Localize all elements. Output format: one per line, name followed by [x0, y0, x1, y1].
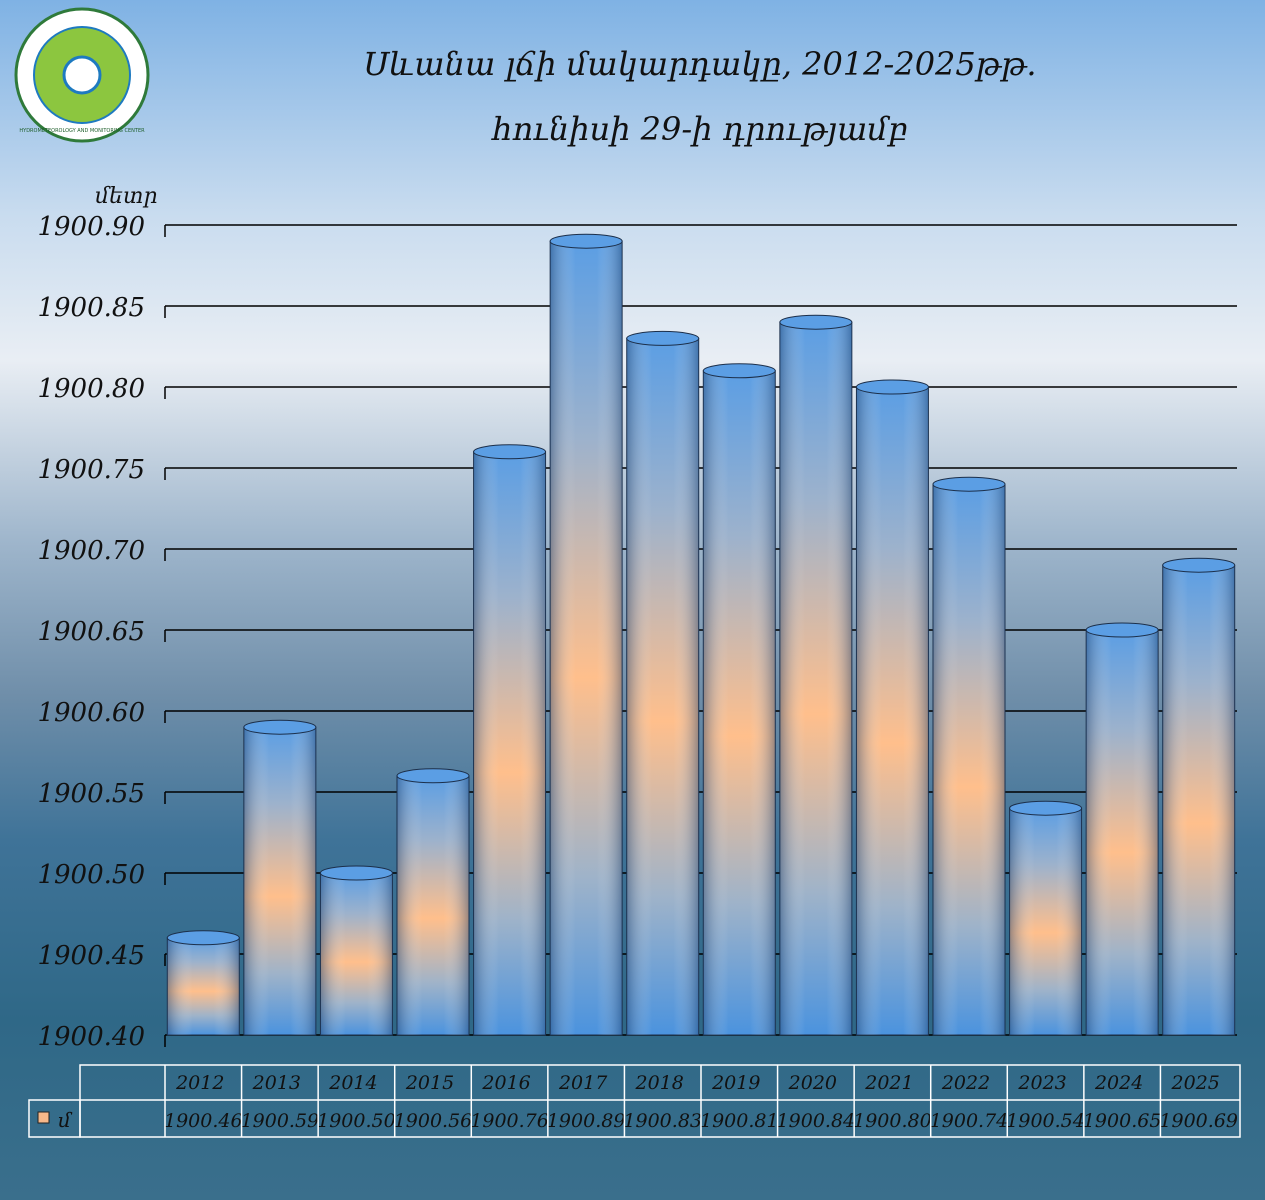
legend-swatch — [37, 1111, 50, 1124]
chart-subtitle: հունիսի 29-ի դրությամբ — [490, 110, 907, 148]
x-tick-label: 2020 — [788, 1072, 837, 1094]
x-tick-label: 2024 — [1094, 1072, 1143, 1094]
y-tick-label: 1900.50 — [37, 860, 145, 890]
x-tick-label: 2014 — [328, 1072, 377, 1094]
bar-top — [702, 363, 776, 379]
data-table-value: 1900.80 — [853, 1110, 932, 1132]
bar-top — [1162, 557, 1236, 573]
data-table-value: 1900.69 — [1159, 1110, 1238, 1132]
logo-center — [62, 55, 102, 95]
data-table-value: 1900.65 — [1083, 1110, 1162, 1132]
data-table-value: 1900.89 — [547, 1110, 626, 1132]
x-tick-label: 2017 — [558, 1072, 608, 1094]
x-tick-label: 2023 — [1017, 1072, 1066, 1094]
logo-text: HYDROMETEOROLOGY AND MONITORING CENTER — [19, 128, 145, 134]
bar-top — [932, 476, 1006, 492]
x-tick-label: 2013 — [252, 1072, 301, 1094]
y-axis-label: մետր — [95, 184, 158, 209]
x-tick-label: 2016 — [481, 1072, 530, 1094]
x-tick-label: 2012 — [175, 1072, 224, 1094]
bar-shade — [856, 387, 929, 1035]
bar-shade — [626, 338, 699, 1035]
x-tick-label: 2019 — [711, 1072, 760, 1094]
y-tick-label: 1900.55 — [37, 779, 145, 809]
bar-shade — [320, 873, 393, 1035]
bar-shade — [1086, 630, 1159, 1035]
data-table-value: 1900.81 — [700, 1110, 779, 1132]
bar-shade — [933, 484, 1005, 1035]
data-table-value: 1900.84 — [777, 1110, 856, 1132]
bar-shade — [550, 241, 623, 1035]
bar-top — [779, 314, 853, 330]
y-tick-label: 1900.60 — [37, 698, 145, 728]
y-tick-label: 1900.80 — [37, 374, 145, 404]
data-table-value: 1900.56 — [394, 1110, 473, 1132]
bar-top — [1085, 622, 1159, 638]
y-tick-label: 1900.70 — [37, 536, 145, 566]
y-tick-label: 1900.65 — [37, 617, 145, 647]
y-tick-label: 1900.75 — [37, 455, 145, 485]
x-tick-label: 2021 — [864, 1072, 913, 1094]
data-table-value: 1900.74 — [930, 1110, 1009, 1132]
logo: HYDROMETEOROLOGY AND MONITORING CENTER — [14, 7, 150, 143]
y-tick-label: 1900.90 — [37, 212, 145, 242]
table-legend-cell — [28, 1099, 81, 1138]
bar-top — [166, 930, 240, 946]
data-table-value: 1900.46 — [164, 1110, 243, 1132]
y-tick-label: 1900.45 — [37, 941, 145, 971]
bar-shade — [779, 322, 852, 1035]
chart-title: Սևանա լճի մակարդակը, 2012-2025թթ. — [363, 45, 1036, 83]
bar-shade — [703, 370, 776, 1035]
bar-top — [243, 719, 317, 735]
legend-label: մ — [58, 1108, 73, 1132]
bar-top — [626, 330, 700, 346]
bar-top — [549, 233, 623, 249]
data-table-value: 1900.76 — [470, 1110, 549, 1132]
bar-top — [473, 444, 547, 460]
bar-top — [396, 768, 470, 784]
data-table-value: 1900.83 — [623, 1110, 702, 1132]
x-tick-label: 2022 — [941, 1072, 990, 1094]
bar-shade — [1162, 565, 1235, 1035]
data-table — [28, 1064, 1241, 1138]
bar-shade — [243, 727, 316, 1035]
bar-top — [319, 865, 393, 881]
bar-shade — [397, 775, 469, 1035]
data-table-value: 1900.54 — [1006, 1110, 1085, 1132]
bar-shade — [167, 937, 240, 1035]
y-tick-label: 1900.40 — [37, 1022, 145, 1052]
x-tick-label: 2025 — [1171, 1072, 1220, 1094]
bar-top — [855, 379, 929, 395]
x-tick-label: 2018 — [635, 1072, 684, 1094]
bar-shade — [473, 451, 546, 1035]
x-tick-label: 2015 — [405, 1072, 454, 1094]
data-table-value: 1900.59 — [241, 1110, 320, 1132]
bar-shade — [1009, 808, 1082, 1035]
data-table-value: 1900.50 — [317, 1110, 396, 1132]
bar-top — [1009, 800, 1083, 816]
y-tick-label: 1900.85 — [37, 293, 145, 323]
